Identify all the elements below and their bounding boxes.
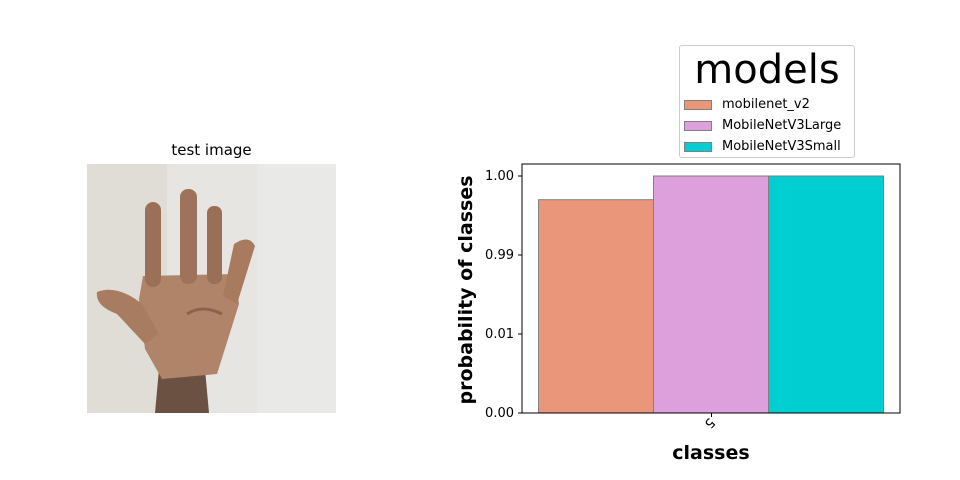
hand-photo <box>87 164 336 413</box>
x-tick-label: 5 <box>701 414 717 430</box>
y-tick-label: 1.00 <box>485 169 514 184</box>
legend: models mobilenet_v2 MobileNetV3Large Mob… <box>679 45 855 158</box>
bar-mobilenet_v2 <box>538 199 654 414</box>
y-tick-label: 0.99 <box>485 248 514 263</box>
y-axis-label: probability of classes <box>455 175 477 405</box>
y-tick-label: 0.00 <box>485 406 514 421</box>
x-axis-label: classes <box>672 442 750 464</box>
bar-MobileNetV3Small <box>768 175 884 414</box>
legend-label: MobileNetV3Large <box>722 118 842 133</box>
legend-swatch <box>684 142 712 152</box>
y-tick-label: 0.01 <box>485 327 514 342</box>
legend-label: MobileNetV3Small <box>722 139 841 154</box>
image-title: test image <box>171 141 252 159</box>
legend-swatch <box>684 121 712 131</box>
legend-label: mobilenet_v2 <box>722 97 810 112</box>
legend-swatch <box>684 100 712 110</box>
legend-item: MobileNetV3Large <box>684 118 841 134</box>
legend-item: mobilenet_v2 <box>684 97 810 113</box>
legend-item: MobileNetV3Small <box>684 139 841 155</box>
legend-title: models <box>694 47 840 93</box>
bar-MobileNetV3Large <box>653 175 769 414</box>
